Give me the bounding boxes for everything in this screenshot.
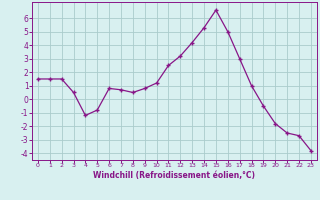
X-axis label: Windchill (Refroidissement éolien,°C): Windchill (Refroidissement éolien,°C) <box>93 171 255 180</box>
